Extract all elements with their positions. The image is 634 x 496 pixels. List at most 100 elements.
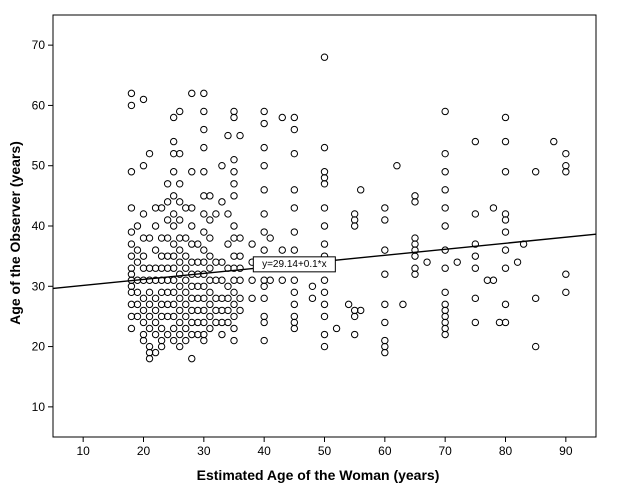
scatter-point: [176, 306, 184, 315]
scatter-point: [200, 89, 208, 98]
scatter-point: [260, 119, 268, 128]
scatter-point: [218, 198, 226, 206]
scatter-point: [182, 234, 190, 242]
scatter-point: [212, 318, 220, 327]
scatter-point: [411, 234, 419, 242]
scatter-point: [218, 162, 226, 170]
scatter-point: [531, 168, 540, 176]
scatter-point: [266, 234, 274, 242]
scatter-point: [411, 264, 419, 272]
scatter-point: [290, 149, 299, 158]
scatter-point: [176, 198, 184, 206]
scatter-point: [157, 252, 166, 260]
scatter-point: [176, 258, 184, 266]
scatter-point: [176, 318, 184, 327]
scatter-point: [441, 330, 449, 339]
y-tick-label: 50: [32, 159, 46, 173]
scatter-point: [471, 264, 480, 272]
scatter-point: [224, 240, 232, 248]
scatter-point: [441, 318, 449, 327]
scatter-point: [157, 312, 166, 321]
scatter-point: [163, 264, 172, 272]
scatter-point: [169, 149, 178, 158]
scatter-point: [320, 143, 329, 152]
scatter-point: [176, 149, 184, 158]
scatter-point: [157, 204, 166, 212]
scatter-point: [441, 288, 449, 297]
scatter-point: [453, 258, 461, 266]
scatter-point: [151, 264, 160, 272]
x-tick-label: 30: [197, 444, 211, 458]
scatter-point: [230, 192, 238, 200]
scatter-point: [441, 246, 449, 254]
y-axis-title: Age of the Observer (years): [7, 141, 23, 325]
x-tick-label: 90: [559, 444, 573, 458]
scatter-point: [194, 240, 202, 248]
scatter-point: [278, 276, 286, 284]
scatter-point: [169, 264, 178, 272]
scatter-point: [393, 162, 401, 170]
scatter-point: [169, 252, 178, 260]
scatter-point: [212, 294, 220, 303]
scatter-point: [157, 336, 166, 345]
scatter-point: [332, 324, 341, 333]
scatter-point: [350, 306, 359, 315]
scatter-point: [471, 318, 480, 327]
scatter-point: [501, 300, 510, 309]
scatter-point: [151, 318, 160, 327]
scatter-point: [169, 113, 178, 122]
scatter-point: [133, 222, 142, 230]
scatter-point: [169, 300, 178, 309]
scatter-point: [182, 204, 190, 212]
scatter-point: [188, 306, 196, 315]
scatter-point: [151, 222, 160, 230]
scatter-point: [230, 222, 238, 230]
scatter-point: [236, 294, 244, 303]
scatter-point: [194, 258, 202, 266]
scatter-point: [260, 312, 268, 321]
scatter-point: [308, 282, 317, 290]
scatter-point: [441, 204, 449, 212]
scatter-point: [381, 342, 389, 351]
scatter-point: [206, 234, 214, 242]
scatter-point: [344, 300, 353, 309]
scatter-point: [260, 318, 268, 327]
scatter-point: [200, 336, 208, 345]
scatter-point: [218, 294, 226, 303]
scatter-point: [290, 186, 299, 194]
scatter-point: [550, 137, 558, 146]
scatter-point: [562, 288, 570, 297]
scatter-point: [139, 264, 148, 272]
scatter-point: [176, 107, 184, 116]
scatter-point: [145, 324, 154, 333]
scatter-point: [163, 252, 172, 260]
scatter-point: [182, 336, 190, 345]
scatter-point: [194, 306, 202, 315]
scatter-point: [139, 210, 148, 218]
scatter-point: [145, 300, 154, 309]
scatter-point: [218, 330, 226, 339]
scatter-point: [411, 192, 419, 200]
scatter-point: [169, 276, 178, 284]
scatter-point: [471, 294, 480, 303]
scatter-point: [441, 300, 449, 309]
scatter-point: [501, 228, 510, 236]
scatter-point: [151, 306, 160, 315]
scatter-point: [200, 210, 208, 218]
scatter-point: [127, 240, 136, 248]
scatter-point: [206, 324, 214, 333]
scatter-point: [381, 204, 389, 212]
scatter-point: [200, 246, 208, 254]
scatter-point: [151, 204, 160, 212]
scatter-point: [145, 149, 154, 158]
scatter-point: [206, 288, 214, 297]
scatter-point: [350, 210, 359, 218]
scatter-point: [519, 240, 528, 248]
scatter-point: [127, 270, 136, 278]
scatter-point: [127, 288, 136, 297]
scatter-point: [224, 306, 232, 315]
scatter-point: [224, 318, 232, 327]
scatter-point: [212, 210, 220, 218]
scatter-point: [230, 324, 238, 333]
